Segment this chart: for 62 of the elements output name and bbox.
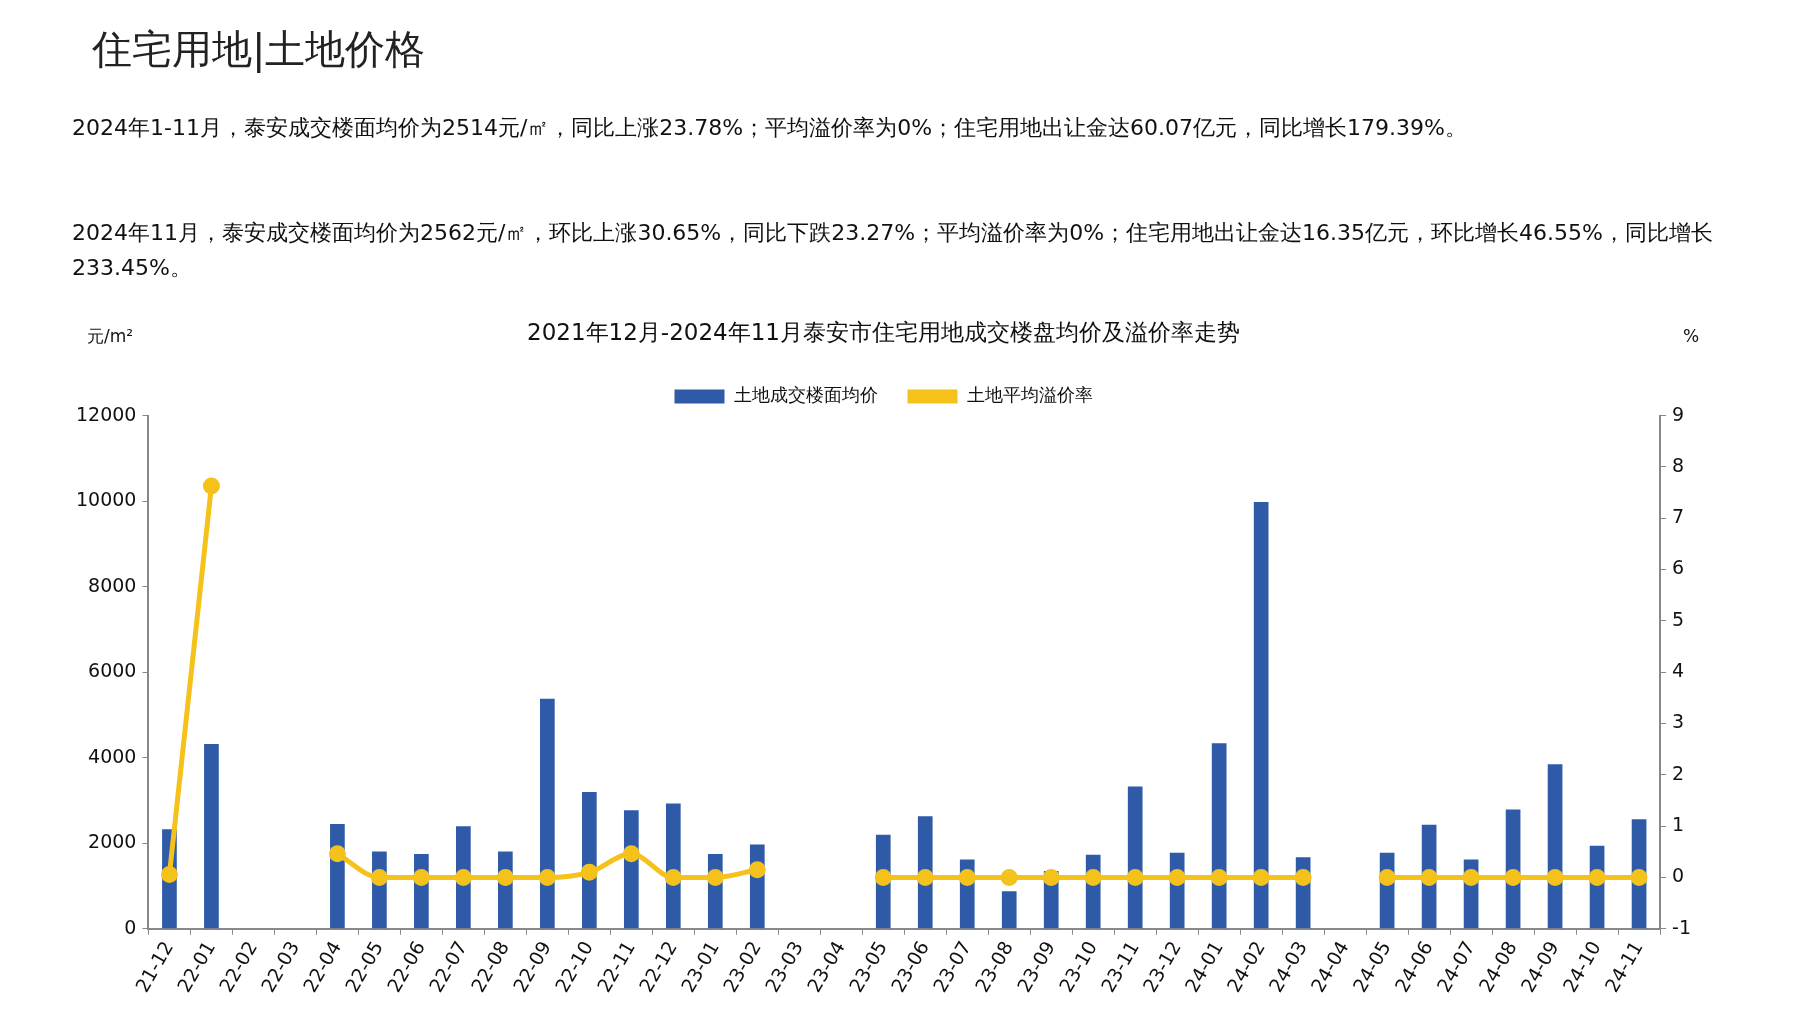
chart-title: 2021年12月-2024年11月泰安市住宅用地成交楼盘均价及溢价率走势 <box>527 318 1240 345</box>
point <box>328 845 346 863</box>
point <box>874 868 892 886</box>
text: 住宅用地|土地价格 <box>92 25 426 75</box>
point <box>1252 868 1270 886</box>
text: 2024年11月，泰安成交楼面均价为2562元/㎡，环比上涨30.65%，同比下跌23.27%；平均溢价率为0%；住宅用地出让金达16.35亿元，环比增长46.55%，同比增长233.45%。 <box>72 219 1714 282</box>
bar <box>1211 743 1227 929</box>
bar <box>1001 891 1017 929</box>
bar <box>1253 501 1269 929</box>
point <box>748 861 766 879</box>
point <box>958 868 976 886</box>
y-tick-label: 6000 <box>88 659 137 682</box>
point <box>622 845 640 863</box>
y-tick-label: 4000 <box>88 744 137 767</box>
point <box>1000 868 1018 886</box>
point <box>412 868 430 886</box>
legend-label: 土地平均溢价率 <box>966 384 1093 406</box>
point <box>1630 868 1648 886</box>
y2-tick-label: 4 <box>1672 659 1685 682</box>
point <box>1084 868 1102 886</box>
y2-tick-label: 2 <box>1672 761 1685 784</box>
point <box>1210 868 1228 886</box>
point <box>1462 868 1480 886</box>
y-tick-label: 8000 <box>88 573 137 596</box>
point <box>1420 868 1438 886</box>
y2-axis-title: % <box>1682 326 1700 347</box>
bar <box>539 698 555 929</box>
y-axis-title: 元/m² <box>86 326 134 347</box>
y-tick-label: 2000 <box>88 830 137 853</box>
text: 2024年1-11月，泰安成交楼面均价为2514元/㎡，同比上涨23.78%；平均溢价率为0%；住宅用地出让金达60.07亿元，同比增长179.39%。 <box>72 114 1468 142</box>
point <box>1378 868 1396 886</box>
point <box>1546 868 1564 886</box>
y-tick-label: 0 <box>124 915 137 938</box>
point <box>1588 868 1606 886</box>
y-tick-label: 10000 <box>75 488 137 511</box>
point <box>706 868 724 886</box>
bar <box>204 744 219 929</box>
point <box>496 868 514 886</box>
y2-tick-label: 9 <box>1672 402 1685 425</box>
point <box>1504 868 1522 886</box>
y2-tick-label: 1 <box>1672 813 1685 836</box>
point <box>1042 868 1060 886</box>
y2-tick-label: 5 <box>1672 607 1685 630</box>
y2-tick-label: 0 <box>1672 864 1685 887</box>
y-tick-label: 12000 <box>75 402 137 425</box>
point <box>1168 868 1186 886</box>
point <box>1294 868 1312 886</box>
point <box>202 477 220 495</box>
point <box>538 868 556 886</box>
point <box>1126 868 1144 886</box>
point <box>664 868 682 886</box>
point <box>454 868 472 886</box>
point <box>580 863 598 881</box>
y2-tick-label: 3 <box>1672 710 1685 733</box>
y2-tick-label: 6 <box>1672 556 1685 579</box>
point <box>370 868 388 886</box>
legend-label: 土地成交楼面均价 <box>733 384 878 406</box>
point <box>916 868 934 886</box>
y2-tick-label: -1 <box>1672 915 1692 938</box>
y2-tick-label: 8 <box>1672 453 1685 476</box>
point <box>160 865 178 883</box>
y2-tick-label: 7 <box>1672 505 1685 528</box>
